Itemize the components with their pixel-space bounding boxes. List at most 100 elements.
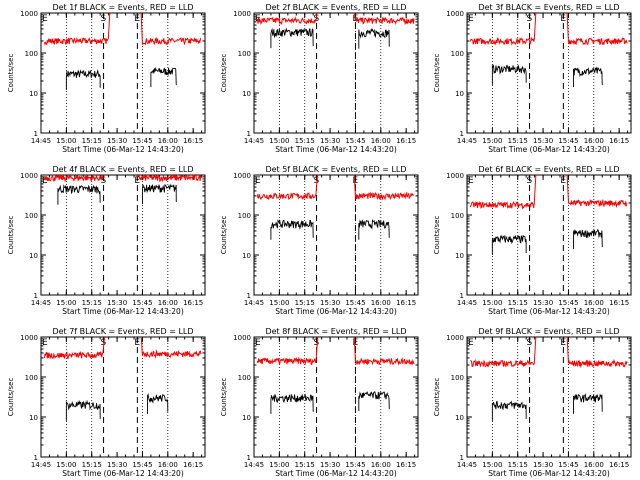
x-tick-label: 14:45 <box>31 461 51 469</box>
plot-frame <box>253 174 419 296</box>
corner-label: E <box>42 176 48 186</box>
data-series <box>43 337 202 421</box>
y-tick-label: 1 <box>247 292 251 300</box>
plot-frame <box>253 12 419 134</box>
corner-label: E <box>468 176 474 186</box>
y-tick-label: 1000 <box>20 172 38 180</box>
x-tick-label: 16:00 <box>158 461 178 469</box>
y-tick-label: 1000 <box>20 10 38 18</box>
corner-label: E <box>468 14 474 24</box>
y-tick-label: 1000 <box>233 334 251 342</box>
y-axis-label: Counts/sec <box>433 54 441 93</box>
x-tick-label: 14:45 <box>31 299 51 307</box>
x-tick-label: 15:15 <box>508 299 528 307</box>
y-tick-label: 1000 <box>233 172 251 180</box>
x-tick-label: 16:15 <box>396 461 416 469</box>
marker-label: S <box>527 14 533 24</box>
events-series-line <box>573 228 603 250</box>
x-tick-label: 14:45 <box>31 137 51 145</box>
data-series <box>43 13 202 90</box>
plot-frame <box>40 174 206 296</box>
y-tick-label: 10 <box>455 90 464 98</box>
y-tick-label: 1000 <box>233 10 251 18</box>
events-series-line <box>270 27 314 49</box>
lld-series-line <box>43 175 202 183</box>
x-tick-label: 16:00 <box>584 137 604 145</box>
x-tick-label: 15:15 <box>82 299 102 307</box>
y-tick-label: 1 <box>460 454 464 462</box>
events-series-line <box>358 28 390 49</box>
y-tick-label: 1000 <box>446 334 464 342</box>
y-tick-label: 1 <box>460 130 464 138</box>
x-tick-label: 16:15 <box>183 461 203 469</box>
x-tick-label: 14:45 <box>244 299 264 307</box>
x-tick-label: 16:15 <box>609 461 629 469</box>
x-tick-label: 14:45 <box>457 299 477 307</box>
marker-label: S <box>314 176 320 186</box>
x-tick-label: 15:45 <box>345 137 365 145</box>
x-tick-label: 16:15 <box>609 299 629 307</box>
detector-panel-6: Det 6f BLACK = Events, RED = LLD Counts/s… <box>433 165 632 316</box>
x-tick-label: 15:00 <box>56 461 76 469</box>
x-tick-label: 15:15 <box>295 137 315 145</box>
plot-frame <box>40 12 206 134</box>
x-tick-label: 15:15 <box>508 461 528 469</box>
x-tick-label: 15:30 <box>107 461 127 469</box>
y-tick-label: 100 <box>25 374 38 382</box>
x-tick-label: 15:30 <box>533 461 553 469</box>
x-axis-label: Start Time (06-Mar-12 14:43:20) <box>275 469 397 478</box>
lld-series-line <box>470 337 628 369</box>
x-tick-label: 14:45 <box>457 137 477 145</box>
y-tick-label: 1 <box>247 130 251 138</box>
x-tick-label: 15:00 <box>56 299 76 307</box>
y-tick-label: 100 <box>238 374 251 382</box>
events-series-line <box>141 183 177 205</box>
plot-frame <box>466 12 632 134</box>
y-tick-label: 10 <box>29 414 38 422</box>
y-tick-label: 10 <box>242 90 251 98</box>
x-tick-label: 14:45 <box>244 461 264 469</box>
x-tick-label: 15:15 <box>82 137 102 145</box>
lld-series-line <box>469 175 628 210</box>
panel-title: Det 3f BLACK = Events, RED = LLD <box>478 3 619 12</box>
marker-label: S <box>101 14 107 24</box>
events-series-line <box>57 184 101 205</box>
marker-label: E <box>352 338 358 348</box>
marker-label: E <box>560 338 566 348</box>
detector-panel-5: Det 5f BLACK = Events, RED = LLD Counts/s… <box>220 165 419 316</box>
x-tick-label: 15:30 <box>107 137 127 145</box>
x-tick-label: 15:45 <box>345 461 365 469</box>
marker-label: E <box>560 176 566 186</box>
events-series-line <box>573 66 603 88</box>
y-axis-label: Counts/sec <box>220 216 228 255</box>
panel-title: Det 4f BLACK = Events, RED = LLD <box>52 165 193 174</box>
data-series <box>469 13 628 88</box>
x-tick-label: 15:45 <box>558 137 578 145</box>
marker-label: S <box>314 338 320 348</box>
x-tick-label: 14:45 <box>244 137 264 145</box>
y-tick-label: 10 <box>455 414 464 422</box>
y-tick-label: 100 <box>238 212 251 220</box>
events-series-line <box>270 393 314 414</box>
corner-label: E <box>42 14 48 24</box>
events-series-line <box>491 400 527 421</box>
y-axis-label: Counts/sec <box>433 378 441 417</box>
y-tick-label: 1 <box>34 292 38 300</box>
x-axis-label: Start Time (06-Mar-12 14:43:20) <box>275 307 397 316</box>
y-tick-label: 100 <box>451 374 464 382</box>
y-tick-label: 1 <box>34 130 38 138</box>
x-tick-label: 15:15 <box>295 461 315 469</box>
y-tick-label: 10 <box>242 414 251 422</box>
detector-panel-4: Det 4f BLACK = Events, RED = LLD Counts/s… <box>7 165 206 316</box>
y-tick-label: 1 <box>34 454 38 462</box>
corner-label: E <box>255 176 261 186</box>
lld-series-line <box>256 175 415 201</box>
x-tick-label: 15:30 <box>320 137 340 145</box>
events-series-line <box>150 66 177 88</box>
panel-title: Det 6f BLACK = Events, RED = LLD <box>478 165 619 174</box>
x-tick-label: 16:15 <box>396 299 416 307</box>
corner-label: E <box>42 338 48 348</box>
marker-label: S <box>527 176 533 186</box>
y-tick-label: 10 <box>29 90 38 98</box>
x-tick-label: 15:45 <box>132 299 152 307</box>
